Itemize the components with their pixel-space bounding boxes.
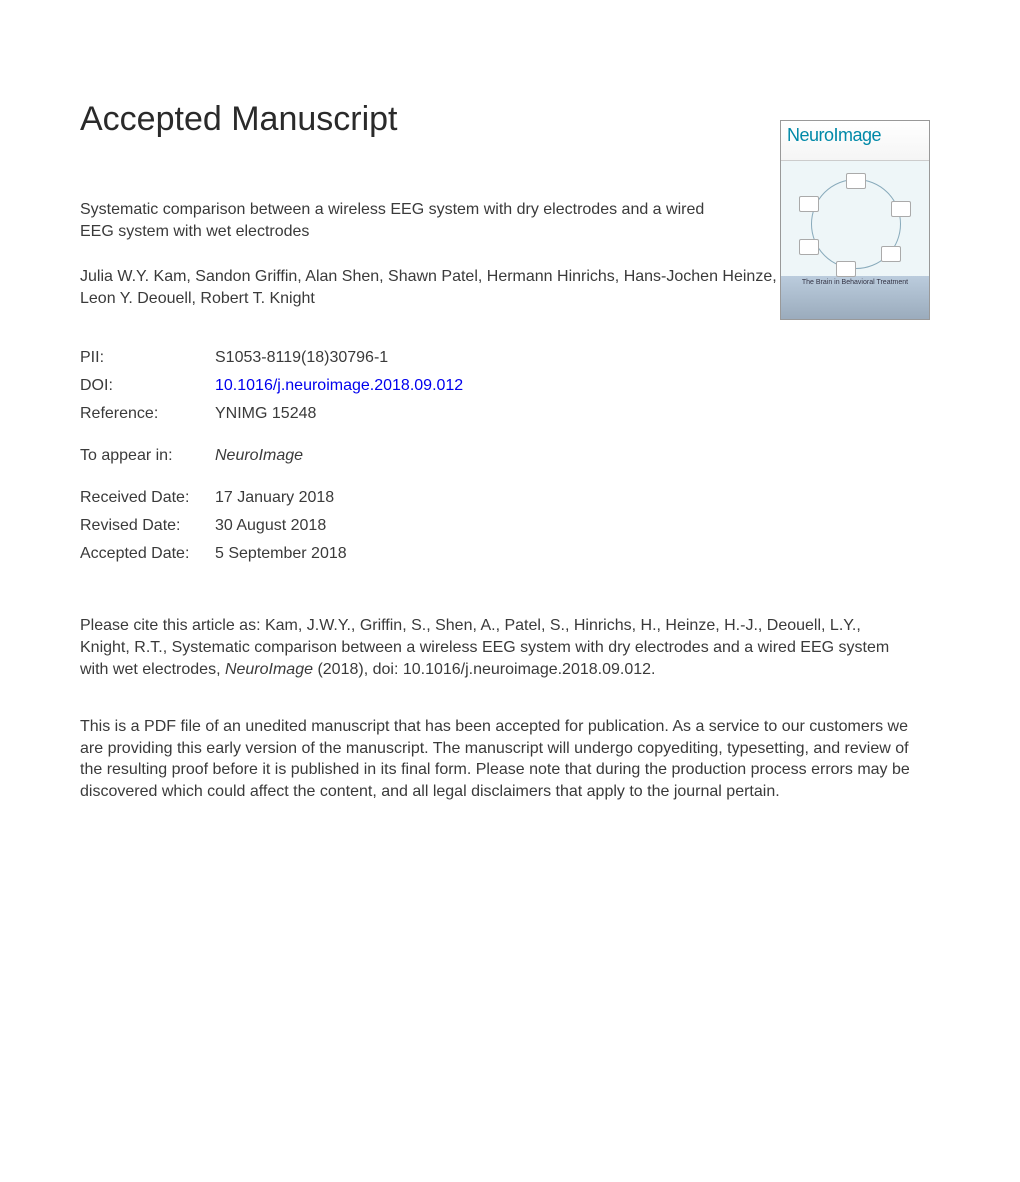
meta-label: Accepted Date: bbox=[80, 545, 215, 563]
journal-cover-thumbnail: NeuroImage The Brain in Behavioral Treat… bbox=[780, 120, 930, 320]
doi-link[interactable]: 10.1016/j.neuroimage.2018.09.012 bbox=[215, 377, 463, 395]
meta-label: Revised Date: bbox=[80, 517, 215, 535]
meta-row-doi: DOI: 10.1016/j.neuroimage.2018.09.012 bbox=[80, 377, 940, 395]
meta-value: 17 January 2018 bbox=[215, 489, 334, 507]
meta-value-journal: NeuroImage bbox=[215, 447, 303, 465]
meta-row-reference: Reference: YNIMG 15248 bbox=[80, 405, 940, 423]
citation-text: Please cite this article as: Kam, J.W.Y.… bbox=[80, 615, 900, 680]
meta-label: Reference: bbox=[80, 405, 215, 423]
meta-value: YNIMG 15248 bbox=[215, 405, 316, 423]
thumb-node-icon bbox=[881, 246, 901, 262]
disclaimer-text: This is a PDF file of an unedited manusc… bbox=[80, 716, 920, 802]
meta-value: 30 August 2018 bbox=[215, 517, 326, 535]
metadata-table: PII: S1053-8119(18)30796-1 DOI: 10.1016/… bbox=[80, 349, 940, 563]
meta-label: DOI: bbox=[80, 377, 215, 395]
meta-row-revised: Revised Date: 30 August 2018 bbox=[80, 517, 940, 535]
article-authors: Julia W.Y. Kam, Sandon Griffin, Alan She… bbox=[80, 266, 780, 309]
thumb-node-icon bbox=[799, 196, 819, 212]
meta-label: PII: bbox=[80, 349, 215, 367]
article-title: Systematic comparison between a wireless… bbox=[80, 199, 740, 242]
thumb-node-icon bbox=[799, 239, 819, 255]
thumb-body bbox=[781, 161, 929, 276]
meta-value: S1053-8119(18)30796-1 bbox=[215, 349, 388, 367]
thumb-node-icon bbox=[846, 173, 866, 189]
thumb-header: NeuroImage bbox=[781, 121, 929, 161]
thumb-footer: The Brain in Behavioral Treatment bbox=[781, 276, 929, 320]
citation-journal: NeuroImage bbox=[225, 661, 313, 678]
meta-row-appear: To appear in: NeuroImage bbox=[80, 447, 940, 465]
thumb-node-icon bbox=[891, 201, 911, 217]
meta-row-received: Received Date: 17 January 2018 bbox=[80, 489, 940, 507]
thumb-node-icon bbox=[836, 261, 856, 277]
citation-suffix: (2018), doi: 10.1016/j.neuroimage.2018.0… bbox=[313, 661, 655, 678]
meta-row-pii: PII: S1053-8119(18)30796-1 bbox=[80, 349, 940, 367]
meta-row-accepted: Accepted Date: 5 September 2018 bbox=[80, 545, 940, 563]
thumb-footer-text: The Brain in Behavioral Treatment bbox=[786, 279, 924, 286]
thumb-journal-name: NeuroImage bbox=[787, 125, 923, 146]
meta-label: Received Date: bbox=[80, 489, 215, 507]
meta-value: 5 September 2018 bbox=[215, 545, 347, 563]
meta-label: To appear in: bbox=[80, 447, 215, 465]
